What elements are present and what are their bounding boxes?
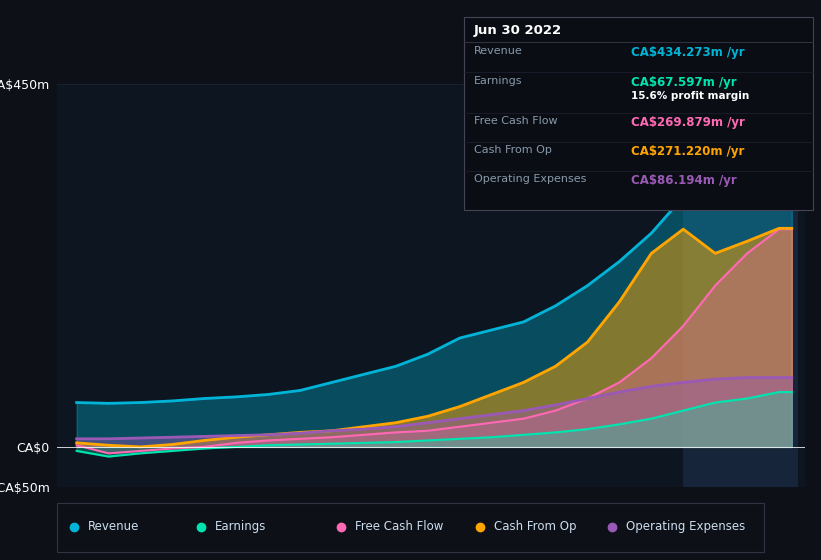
Text: Revenue: Revenue: [88, 520, 140, 533]
Text: CA$269.879m /yr: CA$269.879m /yr: [631, 116, 745, 129]
Text: CA$67.597m /yr: CA$67.597m /yr: [631, 76, 737, 88]
Text: Free Cash Flow: Free Cash Flow: [474, 116, 557, 126]
Text: Cash From Op: Cash From Op: [474, 145, 552, 155]
Text: Operating Expenses: Operating Expenses: [474, 174, 586, 184]
Bar: [683, 84, 798, 487]
Text: Earnings: Earnings: [215, 520, 267, 533]
Text: Revenue: Revenue: [474, 46, 522, 57]
Text: Earnings: Earnings: [474, 76, 522, 86]
Text: Operating Expenses: Operating Expenses: [626, 520, 745, 533]
Text: 15.6% profit margin: 15.6% profit margin: [631, 91, 750, 101]
Text: Jun 30 2022: Jun 30 2022: [474, 24, 562, 36]
Text: Free Cash Flow: Free Cash Flow: [355, 520, 443, 533]
Text: Cash From Op: Cash From Op: [494, 520, 576, 533]
Text: CA$434.273m /yr: CA$434.273m /yr: [631, 46, 745, 59]
FancyBboxPatch shape: [57, 503, 764, 552]
Text: CA$86.194m /yr: CA$86.194m /yr: [631, 174, 737, 187]
Text: CA$271.220m /yr: CA$271.220m /yr: [631, 145, 745, 158]
